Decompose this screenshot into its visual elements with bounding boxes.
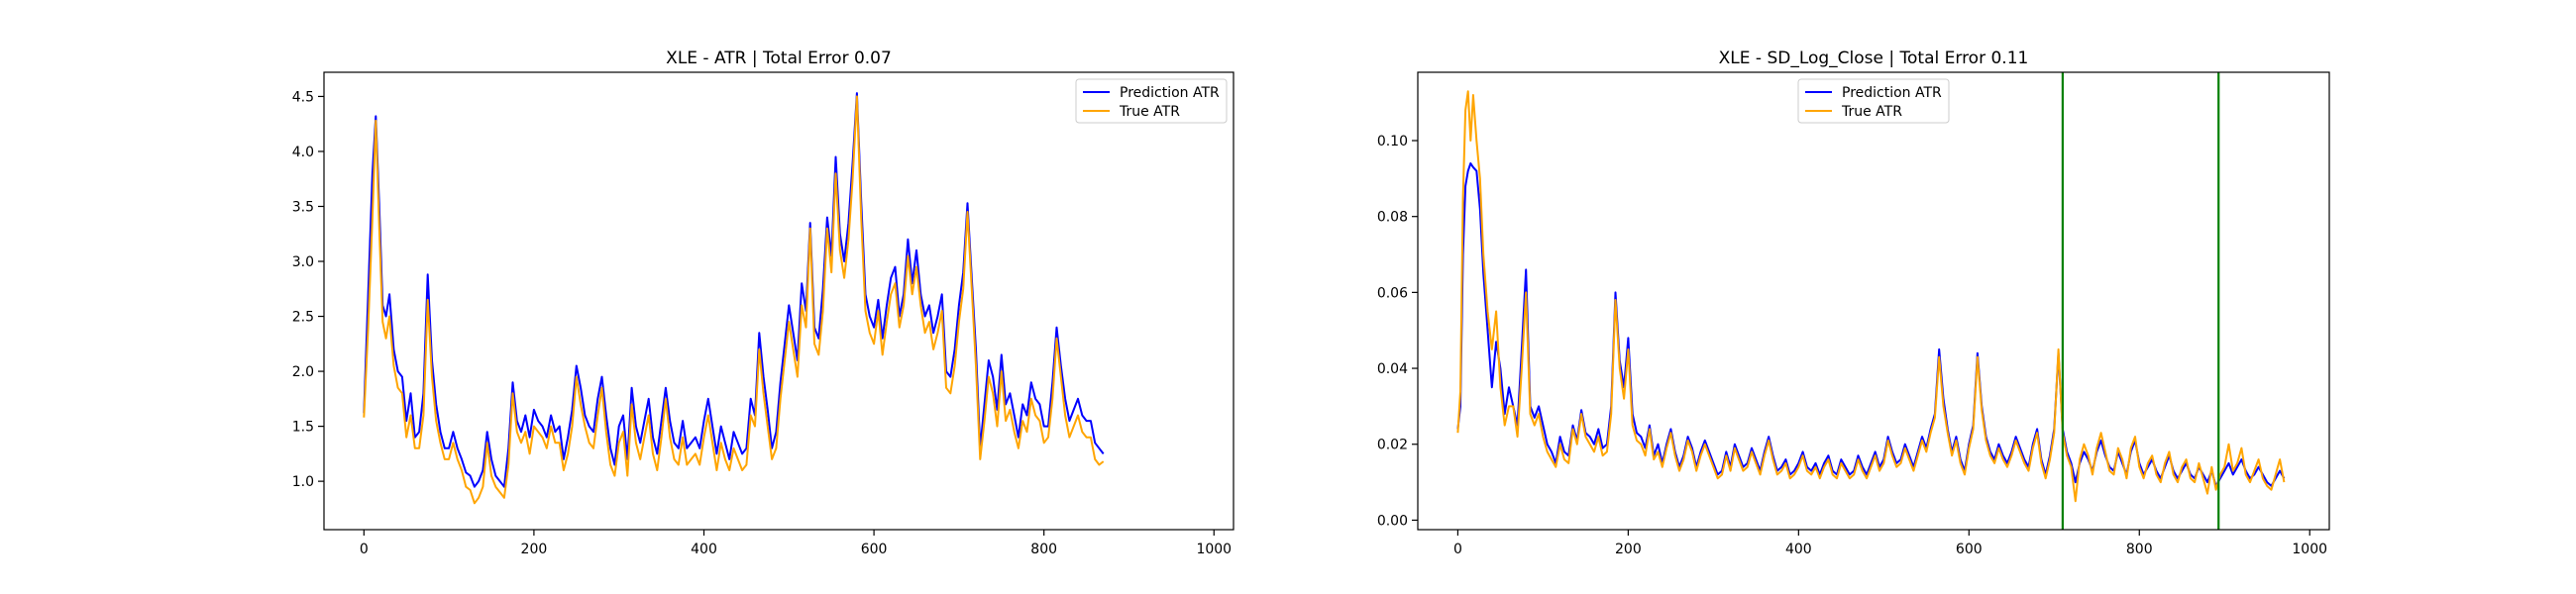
y-tick-label: 3.5 [292,199,314,215]
plot-area: 0 200 400 600 800 1000 0.00 0.02 0.04 0.06 0.08 0.1… [1377,71,2330,557]
y-tick-label: 0.02 [1377,438,1408,453]
y-tick-label: 0.08 [1377,210,1408,226]
legend: Prediction ATR True ATR [1797,78,1950,124]
chart-title: XLE - SD_Log_Close | Total Error 0.11 [1719,49,2029,68]
y-tick-label: 0.10 [1377,134,1408,149]
y-tick-label: 1.0 [292,474,314,490]
atr-chart: XLE - ATR | Total Error 0.07 0 200 400 600 8… [292,49,1234,557]
chart-title: XLE - ATR | Total Error 0.07 [666,49,892,68]
y-tick-label: 0.00 [1377,513,1408,529]
y-tick-label: 0.06 [1377,285,1408,301]
x-tick-label: 200 [1615,542,1642,557]
x-tick-label: 0 [1453,542,1462,557]
axes-frame [323,71,1234,531]
y-tick-label: 2.0 [292,364,314,380]
y-tick-label: 4.5 [292,89,314,105]
x-tick-label: 0 [360,542,369,557]
legend-label: True ATR [1841,104,1902,120]
y-tick-label: 2.5 [292,310,314,326]
y-tick-label: 0.04 [1377,361,1408,377]
y-tick-label: 3.0 [292,254,314,270]
y-tick-label: 1.5 [292,420,314,436]
legend-box [1797,78,1950,124]
sd-log-close-chart: XLE - SD_Log_Close | Total Error 0.11 0 2… [1377,49,2330,557]
x-tick-label: 800 [1030,542,1057,557]
legend-label: Prediction ATR [1842,85,1942,101]
legend-label: Prediction ATR [1120,85,1220,101]
y-tick-label: 4.0 [292,145,314,160]
legend-label: True ATR [1119,104,1180,120]
series-line-true [363,95,1105,505]
x-tick-label: 1000 [1196,542,1232,557]
x-tick-label: 200 [521,542,548,557]
x-tick-label: 1000 [2292,542,2327,557]
axes-frame [1417,71,2330,531]
series-line-true [1456,90,2286,503]
x-tick-label: 600 [1956,542,1983,557]
legend: Prediction ATR True ATR [1075,78,1228,124]
x-tick-label: 800 [2126,542,2153,557]
plot-area: 0 200 400 600 800 1000 1.0 1.5 2.0 2.5 3.0 3.5 4.0 4.… [292,71,1234,557]
x-tick-label: 400 [691,542,717,557]
x-tick-label: 600 [861,542,888,557]
x-tick-label: 400 [1785,542,1812,557]
legend-box [1075,78,1228,124]
